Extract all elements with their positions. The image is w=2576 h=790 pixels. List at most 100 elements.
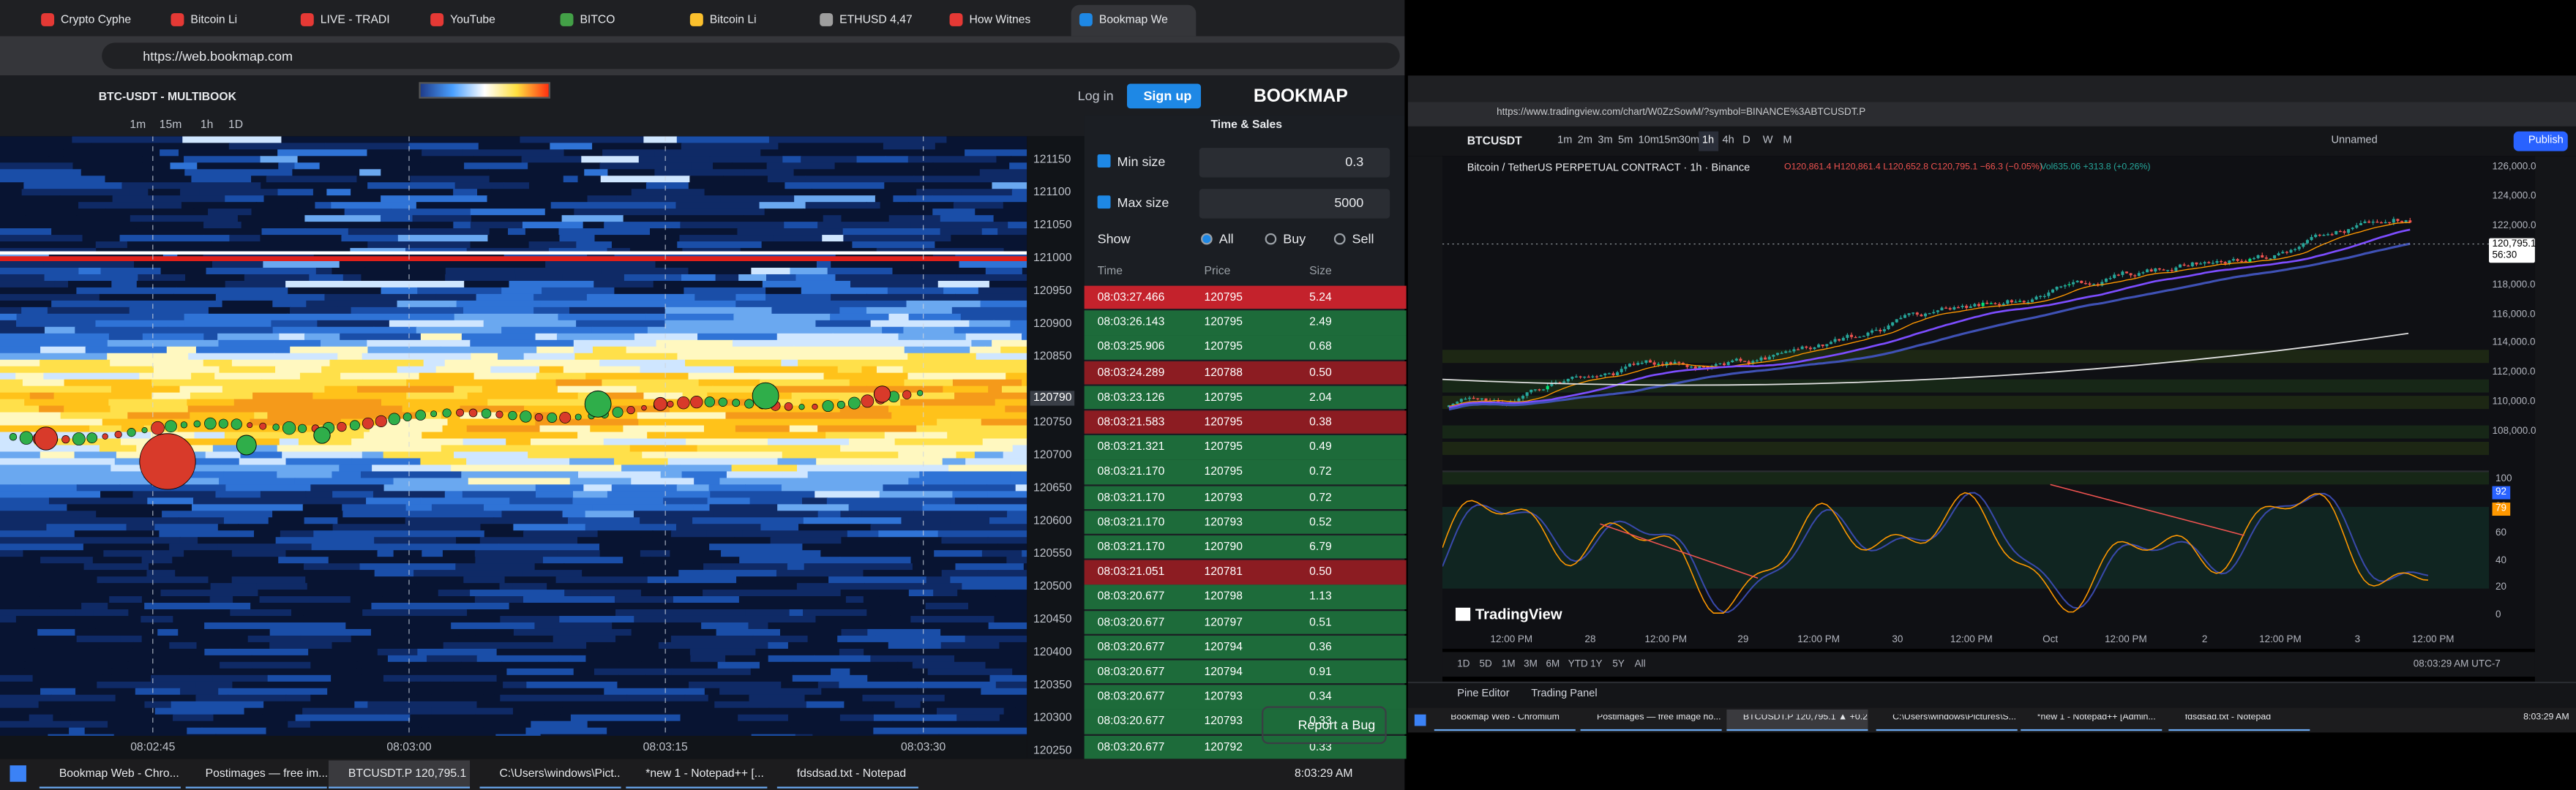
timeframe-button[interactable]: 15m — [159, 119, 182, 132]
range-button[interactable]: 5D — [1479, 660, 1492, 671]
taskbar-item[interactable] — [2021, 710, 2163, 731]
min-size-value[interactable]: 0.3 — [1345, 154, 1364, 170]
range-button[interactable]: 5Y — [1612, 660, 1625, 671]
tab-title[interactable]: How Witnes — [969, 15, 1031, 26]
heatmap-cell — [96, 511, 163, 518]
report-bug-button[interactable] — [1262, 706, 1387, 745]
max-size-checkbox[interactable] — [1097, 195, 1111, 209]
interval-button[interactable]: 30m — [1678, 135, 1700, 146]
heatmap-cell — [290, 346, 369, 354]
interval-button[interactable]: 1h — [1701, 135, 1715, 146]
start-button[interactable] — [1414, 714, 1426, 726]
interval-button[interactable]: 5m — [1617, 135, 1633, 146]
candle-body — [1591, 376, 1595, 377]
heatmap-cell — [362, 353, 472, 361]
taskbar-item[interactable] — [1434, 710, 1576, 731]
taskbar-item[interactable] — [1726, 709, 1868, 731]
taskbar-item[interactable] — [2168, 710, 2310, 731]
range-button[interactable]: 6M — [1546, 660, 1560, 671]
range-button[interactable]: 1M — [1501, 660, 1516, 671]
interval-button[interactable]: 2m — [1577, 135, 1593, 146]
taskbar-item[interactable] — [328, 760, 471, 789]
timeframe-button[interactable]: 1h — [200, 119, 214, 132]
heatmap-cell — [732, 339, 835, 347]
trade-bubble — [547, 413, 558, 423]
report-bug-label[interactable]: Report a Bug — [1298, 718, 1376, 733]
range-button[interactable]: YTD — [1568, 660, 1588, 671]
signup-label[interactable]: Sign up — [1143, 89, 1192, 104]
interval-button[interactable]: 4h — [1722, 135, 1734, 146]
candle-body — [1899, 317, 1903, 320]
heatmap-cell — [1012, 445, 1027, 452]
signup-button[interactable] — [1127, 83, 1202, 109]
heatmap-cell — [181, 202, 258, 209]
max-size-input[interactable] — [1199, 189, 1390, 219]
radio-button[interactable] — [1333, 233, 1346, 245]
heatmap-cell — [179, 228, 263, 236]
candle-body — [1690, 366, 1693, 368]
taskbar-item[interactable] — [1876, 710, 2018, 731]
heatmap-cell — [0, 464, 112, 472]
show-option[interactable]: Sell — [1352, 231, 1374, 247]
tab-title[interactable]: YouTube — [450, 15, 495, 26]
taskbar-item[interactable] — [479, 761, 621, 789]
heatmap-cell — [121, 182, 151, 189]
timeframe-button[interactable]: 1D — [228, 119, 244, 132]
range-button[interactable]: 3M — [1524, 660, 1538, 671]
heatmap-cell — [496, 648, 607, 656]
interval-button[interactable]: 15m — [1658, 135, 1680, 146]
interval-button[interactable]: 10m — [1638, 135, 1659, 146]
taskbar-item[interactable] — [185, 761, 327, 789]
heatmap-cell — [997, 543, 1027, 551]
bottom-panel-tab[interactable]: Pine Editor — [1457, 688, 1510, 700]
tab-title[interactable]: LIVE - TRADI — [320, 15, 390, 26]
candle-body — [1808, 347, 1812, 350]
trade-time: 08:03:21.170 — [1097, 467, 1165, 479]
publish-label[interactable]: Publish — [2528, 135, 2564, 146]
trade-price: 120798 — [1204, 592, 1243, 603]
start-button[interactable] — [10, 765, 26, 782]
heatmap-cell — [558, 451, 643, 459]
range-button[interactable]: 1D — [1457, 660, 1470, 671]
tab-title[interactable]: Crypto Cyphe — [61, 15, 132, 26]
range-button[interactable]: All — [1634, 660, 1646, 671]
tab-title[interactable]: BITCO — [580, 15, 615, 26]
interval-active[interactable] — [1699, 131, 1719, 151]
min-size-checkbox[interactable] — [1097, 154, 1111, 168]
publish-button[interactable] — [2513, 131, 2568, 151]
min-size-input[interactable] — [1199, 148, 1390, 178]
heatmap-cell — [717, 615, 817, 623]
heatmap-cell — [594, 235, 681, 242]
interval-button[interactable]: D — [1742, 135, 1751, 146]
heatmap-cell — [680, 714, 739, 722]
radio-button[interactable] — [1201, 233, 1213, 245]
range-button[interactable]: 1Y — [1590, 660, 1603, 671]
interval-button[interactable]: M — [1783, 135, 1792, 146]
tab-title[interactable]: Bitcoin Li — [709, 15, 757, 26]
taskbar-item[interactable] — [776, 761, 918, 789]
interval-button[interactable]: W — [1762, 135, 1773, 146]
heatmap-cell — [460, 661, 503, 669]
layout-name[interactable]: Unnamed — [2331, 135, 2378, 146]
max-size-value[interactable]: 5000 — [1334, 195, 1364, 211]
taskbar-item[interactable] — [39, 761, 181, 789]
left-url-field[interactable] — [102, 42, 1400, 69]
tab-title[interactable]: ETHUSD 4,47 — [839, 15, 913, 26]
radio-button[interactable] — [1265, 233, 1277, 245]
trade-size: 0.50 — [1309, 367, 1332, 379]
price-label: 121100 — [1033, 187, 1071, 199]
bottom-panel-tab[interactable]: Trading Panel — [1531, 688, 1598, 700]
interval-button[interactable]: 3m — [1598, 135, 1613, 146]
login-link[interactable]: Log in — [1077, 89, 1114, 104]
tab-title[interactable]: Bookmap We — [1098, 15, 1168, 26]
taskbar-item[interactable] — [626, 761, 768, 789]
timeframe-button[interactable]: 1m — [130, 119, 146, 132]
heatmap-cell — [866, 202, 881, 209]
heatmap-cell — [573, 346, 594, 354]
interval-button[interactable]: 1m — [1557, 135, 1573, 146]
show-option[interactable]: All — [1218, 231, 1234, 247]
tab-title[interactable]: Bitcoin Li — [190, 15, 238, 26]
taskbar-item[interactable] — [1580, 710, 1722, 731]
show-option[interactable]: Buy — [1283, 231, 1306, 247]
heatmap-palette[interactable] — [419, 82, 551, 99]
